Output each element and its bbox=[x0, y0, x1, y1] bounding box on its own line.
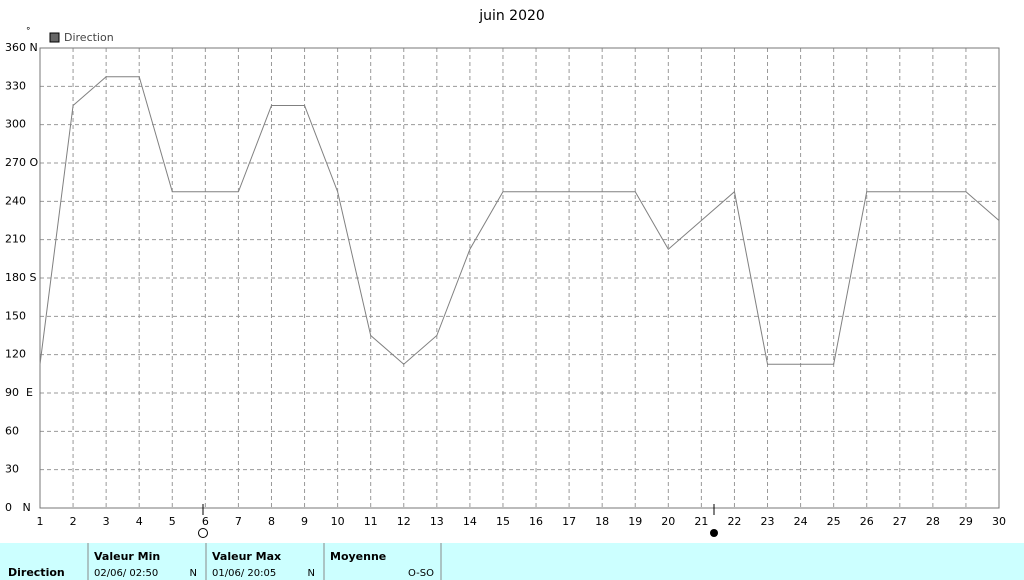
x-tick-label: 2 bbox=[70, 515, 77, 528]
x-tick-label: 18 bbox=[595, 515, 609, 528]
x-tick-label: 27 bbox=[893, 515, 907, 528]
x-tick-label: 4 bbox=[136, 515, 143, 528]
x-tick-label: 6 bbox=[202, 515, 209, 528]
col-header: Moyenne bbox=[330, 550, 386, 563]
col-header: Valeur Min bbox=[94, 550, 160, 563]
y-tick-label: 300 bbox=[5, 118, 26, 131]
cell: N bbox=[308, 568, 315, 579]
y-tick-label: 120 bbox=[5, 348, 26, 361]
legend-swatch bbox=[49, 32, 60, 43]
x-tick-label: 14 bbox=[463, 515, 477, 528]
data-line bbox=[39, 76, 1000, 365]
plot-border bbox=[39, 47, 1000, 509]
cell: 02/06/ 02:50 bbox=[94, 568, 158, 579]
x-tick-label: 22 bbox=[727, 515, 741, 528]
x-tick-label: 30 bbox=[992, 515, 1006, 528]
x-tick-label: 28 bbox=[926, 515, 940, 528]
y-tick-label: 60 bbox=[5, 424, 19, 437]
x-tick-label: 12 bbox=[397, 515, 411, 528]
x-tick-label: 23 bbox=[761, 515, 775, 528]
y-tick-label: 240 bbox=[5, 194, 26, 207]
x-tick-label: 29 bbox=[959, 515, 973, 528]
y-tick-label: 150 bbox=[5, 309, 26, 322]
cell: 01/06/ 20:05 bbox=[212, 568, 276, 579]
x-tick-label: 13 bbox=[430, 515, 444, 528]
x-tick-label: 24 bbox=[794, 515, 808, 528]
x-tick-label: 5 bbox=[169, 515, 176, 528]
x-tick-label: 7 bbox=[235, 515, 242, 528]
full-moon-icon bbox=[198, 528, 208, 538]
x-tick-label: 9 bbox=[301, 515, 308, 528]
x-tick-label: 10 bbox=[331, 515, 345, 528]
x-tick-label: 19 bbox=[628, 515, 642, 528]
x-tick-label: 3 bbox=[103, 515, 110, 528]
x-tick-label: 21 bbox=[694, 515, 708, 528]
x-tick-label: 26 bbox=[860, 515, 874, 528]
y-tick-label: 270 O bbox=[5, 156, 38, 169]
y-tick-label: 90 E bbox=[5, 386, 33, 399]
y-tick-label: 330 bbox=[5, 79, 26, 92]
x-tick-label: 16 bbox=[529, 515, 543, 528]
x-tick-label: 15 bbox=[496, 515, 510, 528]
cell: N bbox=[190, 568, 197, 579]
x-tick-label: 8 bbox=[268, 515, 275, 528]
x-tick-label: 17 bbox=[562, 515, 576, 528]
x-tick-label: 20 bbox=[661, 515, 675, 528]
y-tick-label: 210 bbox=[5, 233, 26, 246]
chart-title: juin 2020 bbox=[478, 8, 545, 24]
x-tick-label: 25 bbox=[827, 515, 841, 528]
x-tick-label: 1 bbox=[37, 515, 44, 528]
new-moon-icon bbox=[710, 529, 718, 537]
y-tick-label: 30 bbox=[5, 463, 19, 476]
cell: O-SO bbox=[408, 568, 434, 579]
y-tick-label: 360 N bbox=[5, 41, 38, 54]
summary-table: Direction Valeur Min 02/06/ 02:50 N Vale… bbox=[0, 543, 1024, 580]
table-bg bbox=[0, 543, 1024, 580]
y-tick-label: 180 S bbox=[5, 271, 36, 284]
y-tick-label: 0 N bbox=[5, 501, 31, 514]
y-unit: ° bbox=[26, 27, 31, 37]
legend-label: Direction bbox=[64, 31, 114, 44]
row-label: Direction bbox=[8, 566, 65, 579]
x-tick-label: 11 bbox=[364, 515, 378, 528]
col-header: Valeur Max bbox=[212, 550, 281, 563]
